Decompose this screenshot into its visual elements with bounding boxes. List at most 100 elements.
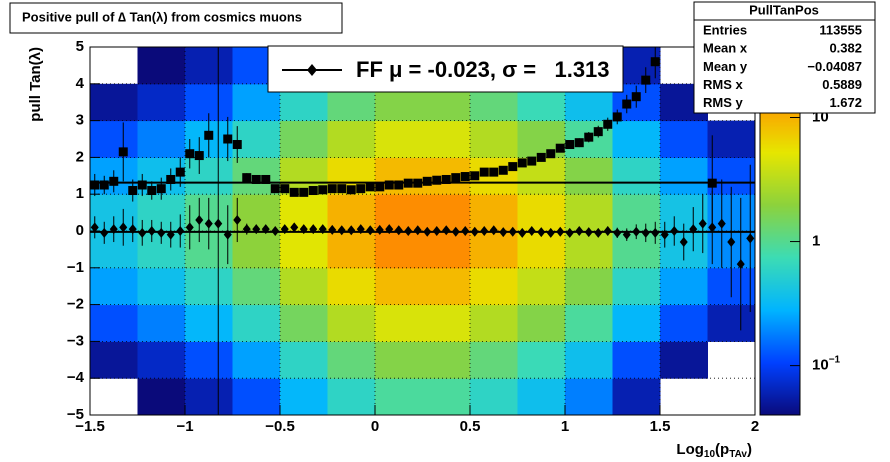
heat-cell (280, 304, 328, 342)
palette-step (760, 385, 800, 388)
marker (546, 227, 555, 238)
heat-cell (612, 378, 661, 415)
marker (451, 173, 461, 183)
palette-step (760, 177, 800, 180)
palette-step (760, 209, 800, 212)
heat-cell (470, 341, 518, 379)
y-tick-label: −1 (67, 259, 84, 276)
x-axis-label-part: 10 (704, 449, 716, 460)
marker (565, 227, 574, 238)
marker (337, 225, 346, 236)
palette-step (760, 383, 800, 386)
y-tick-label: 1 (76, 185, 84, 202)
y-tick-label: −3 (67, 332, 84, 349)
stats-label: Mean y (703, 59, 748, 74)
marker (157, 227, 166, 238)
palette-step (760, 127, 800, 130)
palette-step (760, 279, 800, 282)
palette-step (760, 215, 800, 218)
palette-step (760, 189, 800, 192)
marker (565, 140, 575, 150)
marker (527, 226, 536, 236)
palette-step (760, 283, 800, 286)
x-axis-label-part: ) (747, 441, 752, 458)
marker (299, 187, 309, 197)
stats-value: 113555 (819, 22, 862, 37)
palette-step (760, 145, 800, 148)
marker (128, 224, 137, 235)
heat-cell (280, 120, 328, 158)
palette-step (760, 309, 800, 312)
heat-cell (375, 378, 423, 415)
palette-step (760, 197, 800, 200)
palette-step (760, 367, 800, 370)
marker (137, 180, 147, 190)
heat-cell (280, 231, 328, 269)
palette-step (760, 159, 800, 162)
palette-step (760, 285, 800, 288)
marker (328, 224, 337, 235)
palette-step (760, 129, 800, 132)
heat-cell (422, 378, 471, 415)
marker (384, 180, 394, 190)
heat-cell (90, 304, 138, 342)
palette-step (760, 123, 800, 126)
palette-step (760, 353, 800, 356)
palette-step (760, 181, 800, 184)
marker (613, 227, 622, 238)
x-tick-label: −1.5 (75, 418, 105, 435)
marker (508, 226, 517, 237)
palette-step (760, 371, 800, 374)
palette-step (760, 363, 800, 366)
marker (746, 233, 755, 244)
marker (90, 222, 99, 233)
palette-step (760, 339, 800, 342)
heat-cell (422, 304, 471, 342)
marker (138, 227, 147, 238)
palette-step (760, 251, 800, 254)
palette-step (760, 269, 800, 272)
marker (546, 149, 556, 159)
marker (660, 229, 669, 240)
heat-cell (565, 304, 613, 342)
marker (308, 186, 318, 196)
palette-step (760, 341, 800, 344)
heat-cell (232, 267, 281, 306)
palette-step (760, 207, 800, 210)
stats-label: RMS y (703, 95, 744, 110)
stats-value: 0.5889 (822, 77, 862, 92)
heat-cell (612, 341, 661, 379)
x-tick-label: 2 (751, 418, 759, 435)
heat-cell (707, 120, 755, 158)
palette-step (760, 191, 800, 194)
marker (347, 225, 356, 236)
palette-step (760, 391, 800, 394)
marker (631, 92, 641, 102)
palette-step (760, 173, 800, 176)
marker (470, 226, 479, 237)
heat-cell (375, 267, 423, 306)
marker (261, 174, 271, 184)
marker (194, 151, 204, 161)
marker (299, 224, 308, 235)
marker (555, 143, 565, 153)
heat-cell (327, 194, 376, 232)
heat-cell (185, 378, 233, 415)
marker (460, 172, 470, 182)
palette-step (760, 411, 800, 414)
palette-step (760, 369, 800, 372)
marker (119, 222, 128, 233)
marker (166, 229, 175, 240)
palette-step (760, 327, 800, 330)
marker (166, 174, 176, 184)
marker (185, 149, 195, 159)
palette-step (760, 239, 800, 242)
marker (413, 178, 423, 188)
heat-cell (612, 157, 661, 195)
marker (518, 227, 527, 238)
heat-cell (565, 267, 613, 306)
palette-step (760, 317, 800, 320)
marker (689, 224, 698, 235)
palette-step (760, 409, 800, 412)
heat-cell (280, 378, 328, 415)
